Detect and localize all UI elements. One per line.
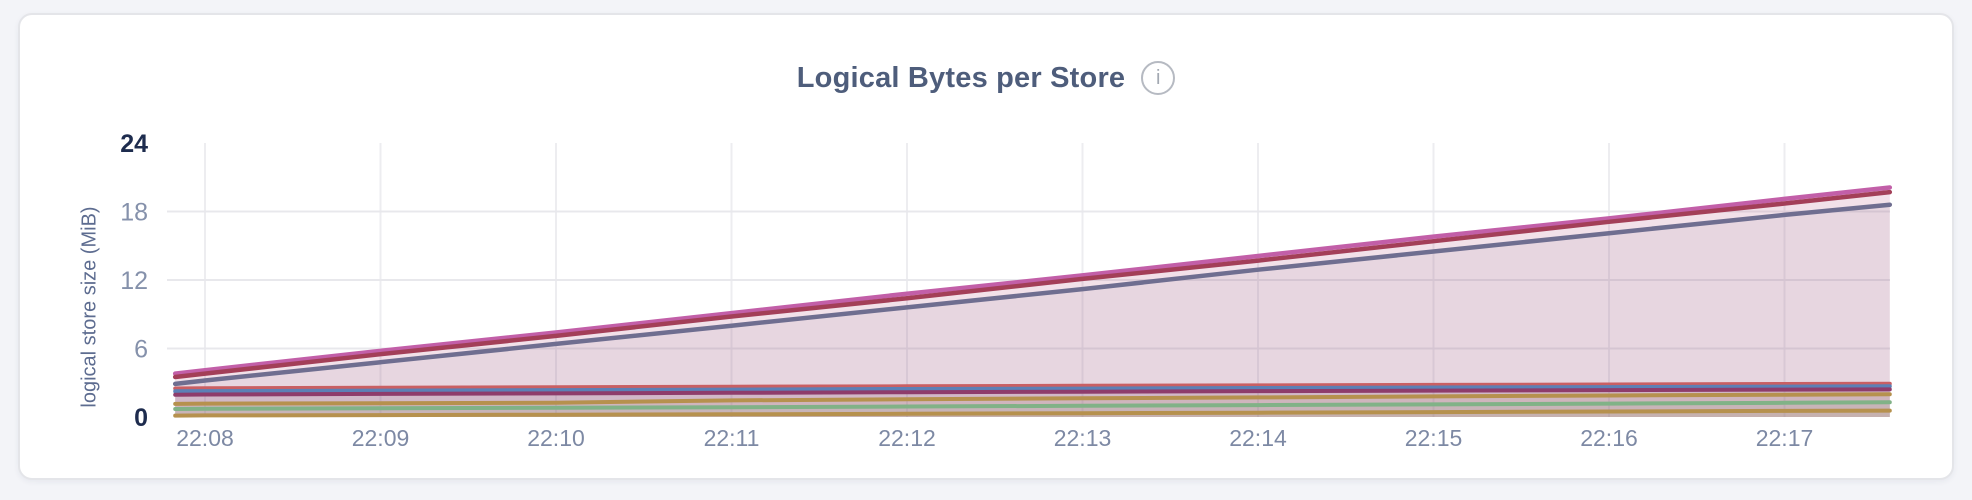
x-tick-label: 22:13 xyxy=(1054,425,1112,451)
series-line-store-6 xyxy=(173,387,1892,397)
series-line-store-9 xyxy=(173,408,1892,418)
series-area-store-1 xyxy=(175,187,1890,417)
x-tick-label: 22:16 xyxy=(1580,425,1638,451)
x-tick-label: 22:15 xyxy=(1405,425,1463,451)
plot-area[interactable] xyxy=(175,143,1890,417)
chart-header: Logical Bytes per Store i xyxy=(20,61,1952,95)
x-tick-label: 22:10 xyxy=(527,425,585,451)
series-line-store-4 xyxy=(173,381,1892,391)
series-line-store-5 xyxy=(173,384,1892,394)
x-tick-label: 22:17 xyxy=(1756,425,1814,451)
y-tick-label: 12 xyxy=(120,267,148,295)
x-tick-label: 22:08 xyxy=(176,425,234,451)
series-line-store-1 xyxy=(172,185,1893,376)
x-tick-label: 22:11 xyxy=(704,425,760,451)
info-icon[interactable]: i xyxy=(1141,61,1176,95)
y-tick-label: 24 xyxy=(120,130,148,158)
info-icon-glyph: i xyxy=(1156,67,1161,89)
x-tick-label: 22:12 xyxy=(878,425,936,451)
y-tick-label: 18 xyxy=(120,199,148,227)
x-tick-label: 22:14 xyxy=(1229,425,1287,451)
series-line-store-2 xyxy=(172,189,1893,380)
y-tick-label: 6 xyxy=(134,336,148,364)
y-tick-label: 0 xyxy=(134,404,148,432)
series-area-store-3 xyxy=(175,204,1890,417)
series-line-store-8 xyxy=(173,400,1892,411)
chart-title: Logical Bytes per Store xyxy=(796,61,1126,94)
series-line-store-3 xyxy=(172,202,1893,387)
x-tick-label: 22:09 xyxy=(352,425,410,451)
series-line-store-7 xyxy=(173,392,1892,406)
